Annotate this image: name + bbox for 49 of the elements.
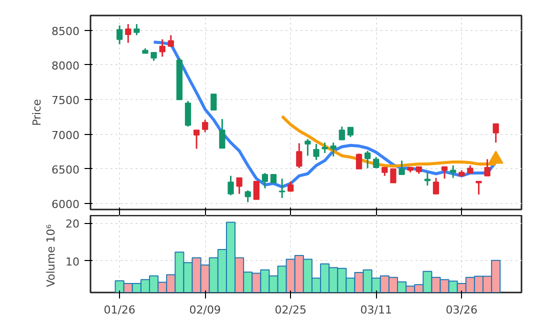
candlestick — [338, 126, 345, 141]
candlestick — [296, 142, 302, 169]
y-tick-label: 10 — [66, 255, 80, 268]
candlestick — [476, 180, 482, 196]
candlestick — [193, 129, 200, 150]
candlestick — [364, 150, 371, 169]
y-tick-label: 6000 — [52, 198, 80, 212]
y-tick-label: 7000 — [52, 128, 80, 142]
x-tick-label: 02/09 — [189, 304, 221, 316]
candlestick — [134, 23, 140, 36]
y-tick-label: 6500 — [52, 163, 80, 176]
y-tick-label: 20 — [66, 218, 80, 231]
candlestick — [330, 142, 336, 158]
candlestick — [432, 177, 440, 195]
candlestick — [288, 180, 294, 193]
candlestick — [262, 172, 268, 190]
candlestick — [398, 160, 405, 176]
candlestick — [125, 23, 132, 44]
candlestick — [210, 94, 217, 111]
y-tick-label: 8000 — [52, 59, 80, 72]
x-tick-label: 03/26 — [446, 304, 478, 316]
y-tick-label: 8500 — [52, 24, 80, 38]
candlestick — [253, 180, 260, 200]
candlestick — [168, 34, 174, 48]
candlestick — [202, 118, 208, 133]
x-tick-label: 03/11 — [360, 304, 392, 316]
candlestick — [313, 143, 320, 161]
y-tick-label: 7500 — [52, 94, 80, 108]
candlestick — [484, 158, 490, 177]
candlestick — [184, 100, 192, 128]
y-axis-title: Price — [30, 98, 44, 126]
candlestick — [441, 166, 448, 180]
x-tick-label: 02/25 — [274, 304, 306, 316]
x-tick-label: 01/26 — [104, 304, 136, 316]
candlestick — [228, 175, 234, 196]
candlestick — [278, 178, 286, 199]
candlestick — [236, 177, 242, 195]
candlestick — [159, 38, 166, 58]
candlestick — [390, 168, 396, 184]
candlestick — [244, 190, 251, 203]
candlestick — [356, 152, 362, 170]
candlestick — [492, 123, 499, 144]
candlestick — [322, 142, 328, 154]
candlestick — [116, 24, 123, 45]
candlestick — [347, 126, 354, 138]
candlestick — [304, 138, 311, 156]
candlestick — [219, 118, 226, 149]
y-axis-title: Volume 10⁶ — [44, 224, 58, 288]
candlestick — [450, 164, 456, 179]
